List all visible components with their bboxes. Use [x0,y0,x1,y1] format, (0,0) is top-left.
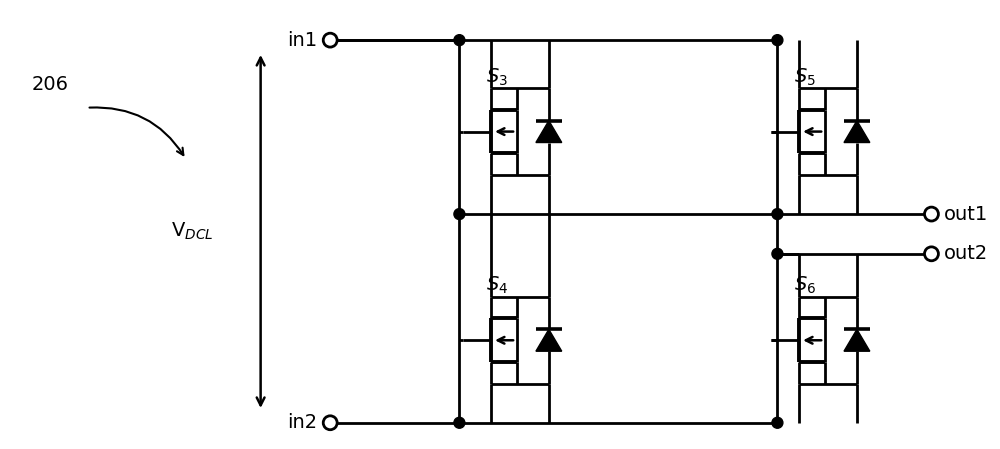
Text: out2: out2 [944,244,989,263]
Circle shape [772,209,783,220]
Polygon shape [536,330,562,351]
Text: $S_3$: $S_3$ [486,66,508,88]
Circle shape [454,209,465,220]
Text: V$_{DCL}$: V$_{DCL}$ [171,221,214,242]
Text: in1: in1 [287,31,317,50]
Text: 206: 206 [32,75,69,94]
Circle shape [772,248,783,259]
Circle shape [454,35,465,46]
Circle shape [772,417,783,428]
Circle shape [323,33,337,47]
Circle shape [924,247,938,261]
Text: in2: in2 [287,413,317,432]
Circle shape [772,35,783,46]
Circle shape [323,416,337,430]
Polygon shape [536,121,562,142]
Circle shape [924,207,938,221]
Polygon shape [844,330,870,351]
Text: out1: out1 [944,205,989,224]
Text: $S_6$: $S_6$ [794,275,816,296]
FancyArrowPatch shape [89,107,183,155]
Text: $S_5$: $S_5$ [794,66,816,88]
Circle shape [454,417,465,428]
Polygon shape [844,121,870,142]
Text: $S_4$: $S_4$ [486,275,508,296]
